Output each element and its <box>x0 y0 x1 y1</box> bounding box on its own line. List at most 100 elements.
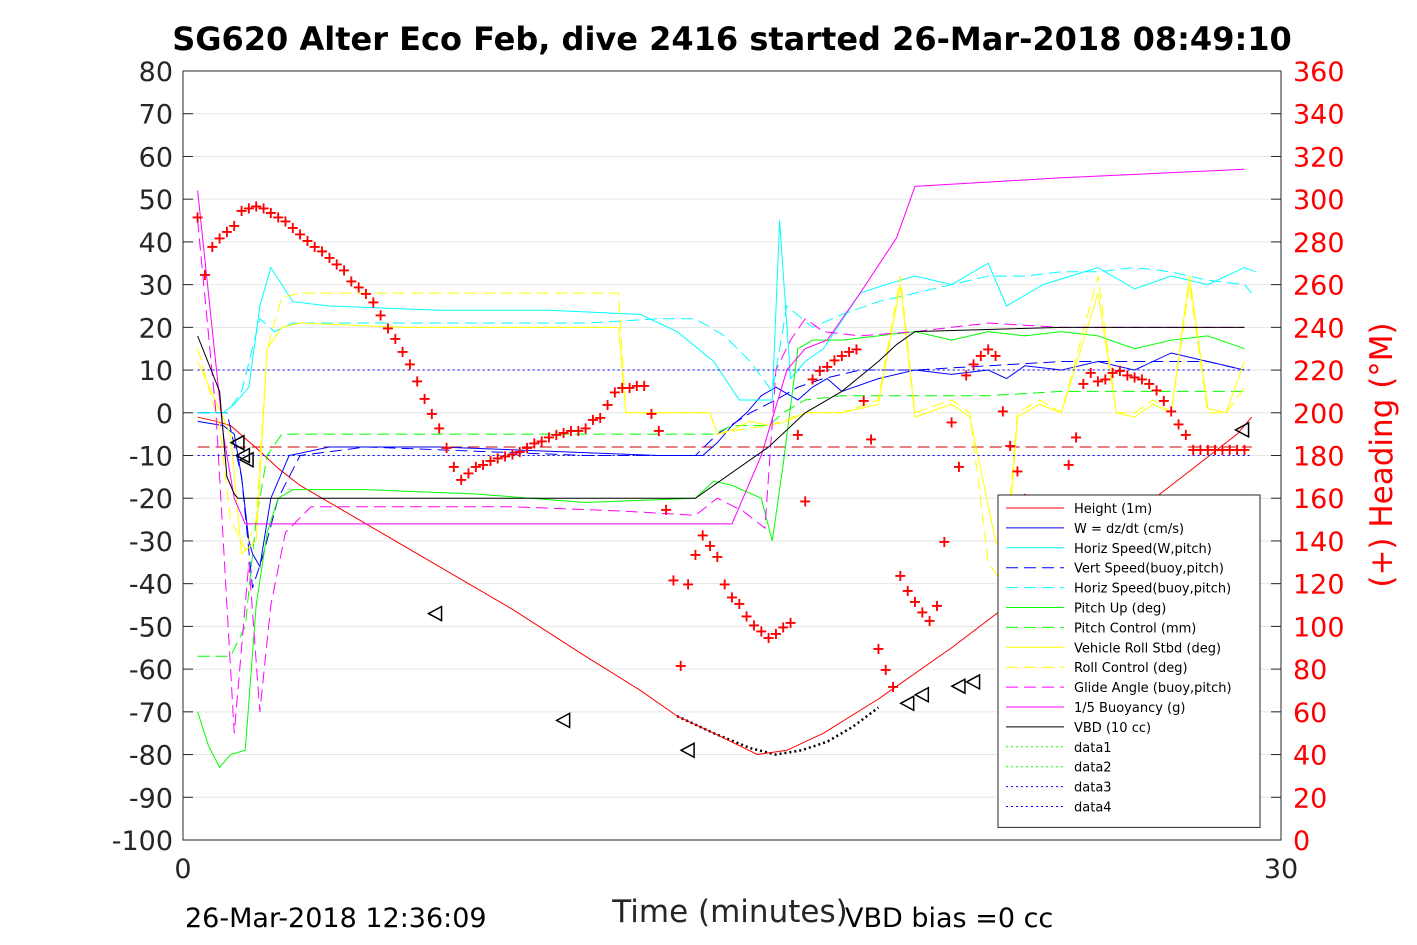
heading-point: + <box>1003 436 1016 455</box>
heading-point: + <box>359 284 372 303</box>
y2-tick-label: 280 <box>1293 228 1345 259</box>
legend-entry: 1/5 Buoyancy (g) <box>1074 701 1185 716</box>
heading-point: + <box>550 425 563 444</box>
legend-entry: VBD (10 cc) <box>1074 721 1151 736</box>
heading-point: + <box>733 594 746 613</box>
y2-tick-label: 340 <box>1293 100 1345 131</box>
heading-point: + <box>279 212 292 231</box>
heading-point: + <box>242 199 255 218</box>
heading-point: + <box>315 241 328 260</box>
series-line-11 <box>197 326 1245 499</box>
y-tick-label: 80 <box>139 57 173 88</box>
heading-point: + <box>1230 440 1243 459</box>
legend: Height (1m) W = dz/dt (cm/s) Horiz Speed(W… <box>997 494 1261 828</box>
dive-point-marker <box>913 686 930 704</box>
heading-point: + <box>967 355 980 374</box>
heading-point: + <box>389 329 402 348</box>
heading-point: + <box>842 342 855 361</box>
heading-point: + <box>506 444 519 463</box>
y2-tick-label: 40 <box>1293 741 1327 772</box>
series-layer <box>197 168 1256 769</box>
axis-ticks: 80706050403020100-10-20-30-40-50-60-70-8… <box>112 57 1345 885</box>
series-line-1 <box>197 352 1245 569</box>
legend-entry: data1 <box>1074 741 1112 756</box>
heading-point: + <box>1113 361 1126 380</box>
y2-tick-label: 240 <box>1293 313 1345 344</box>
heading-point: + <box>645 404 658 423</box>
y2-tick-label: 180 <box>1293 442 1345 473</box>
heading-point: + <box>352 278 365 297</box>
heading-point: + <box>454 470 467 489</box>
heading-point: + <box>345 271 358 290</box>
x-tick-label: 0 <box>174 854 191 885</box>
heading-point: + <box>703 536 716 555</box>
y-tick-label: -10 <box>129 442 173 473</box>
heading-point: + <box>1084 363 1097 382</box>
heading-point: + <box>1128 367 1141 386</box>
heading-point: + <box>301 231 314 250</box>
heading-point: + <box>1106 363 1119 382</box>
heading-point: + <box>1143 374 1156 393</box>
heading-point: + <box>1091 372 1104 391</box>
heading-point: + <box>777 617 790 636</box>
heading-point: + <box>637 376 650 395</box>
marker-layer: ++++++++++++++++++++++++++++++++++++++++… <box>191 197 1251 759</box>
heading-point: + <box>1223 440 1236 459</box>
heading-point: + <box>572 421 585 440</box>
series-line-10 <box>197 168 1245 525</box>
heading-point: + <box>330 254 343 273</box>
heading-point: + <box>813 361 826 380</box>
heading-point: + <box>711 547 724 566</box>
heading-point: + <box>879 660 892 679</box>
heading-point: + <box>623 378 636 397</box>
heading-point: + <box>206 237 219 256</box>
heading-point: + <box>615 378 628 397</box>
y2-tick-label: 20 <box>1293 783 1327 814</box>
heading-point: + <box>828 350 841 369</box>
series-line-2 <box>197 220 1256 414</box>
heading-point: + <box>659 500 672 519</box>
heading-point: + <box>469 457 482 476</box>
heading-point: + <box>960 365 973 384</box>
heading-point: + <box>249 197 262 216</box>
heading-point: + <box>1186 440 1199 459</box>
heading-point: + <box>286 218 299 237</box>
heading-point: + <box>681 575 694 594</box>
heading-point: + <box>916 602 929 621</box>
heading-point: + <box>1179 425 1192 444</box>
heading-point: + <box>1011 461 1024 480</box>
heading-point: + <box>462 464 475 483</box>
legend-entry: Glide Angle (buoy,pitch) <box>1074 681 1232 696</box>
y2-tick-label: 320 <box>1293 142 1345 173</box>
heading-point: + <box>198 265 211 284</box>
heading-point: + <box>1164 402 1177 421</box>
heading-point: + <box>1062 455 1075 474</box>
chart-title: SG620 Alter Eco Feb, dive 2416 started 2… <box>172 20 1292 58</box>
heading-point: + <box>498 447 511 466</box>
heading-point: + <box>535 432 548 451</box>
y-tick-label: -60 <box>129 655 173 686</box>
heading-point: + <box>293 224 306 243</box>
heading-point: + <box>864 429 877 448</box>
heading-point: + <box>557 423 570 442</box>
y-tick-label: -100 <box>112 826 173 857</box>
heading-point: + <box>1157 391 1170 410</box>
heading-point: + <box>762 628 775 647</box>
heading-point: + <box>308 237 321 256</box>
heading-point: + <box>1208 440 1221 459</box>
heading-point: + <box>418 389 431 408</box>
heading-point: + <box>586 410 599 429</box>
heading-point: + <box>820 357 833 376</box>
legend-entry: Pitch Up (deg) <box>1074 602 1166 617</box>
dive-point-marker <box>426 605 443 622</box>
heading-point: + <box>337 261 350 280</box>
heading-point: + <box>689 545 702 564</box>
y2-tick-label: 140 <box>1293 527 1345 558</box>
dive-point-marker <box>229 434 245 451</box>
heading-point: + <box>938 532 951 551</box>
heading-point: + <box>886 677 899 696</box>
legend-entry: data3 <box>1074 781 1112 796</box>
y-tick-label: 50 <box>139 185 173 216</box>
y2-tick-label: 220 <box>1293 356 1345 387</box>
y2-tick-label: 100 <box>1293 612 1345 643</box>
